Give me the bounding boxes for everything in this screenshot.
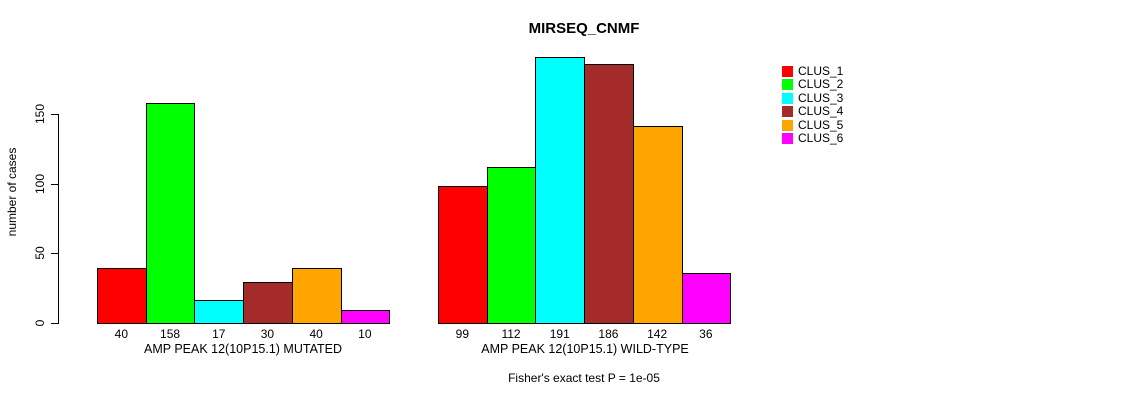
y-axis-tick-label: 150 xyxy=(33,103,47,125)
legend-item-label: CLUS_2 xyxy=(798,77,844,91)
y-axis-label: number of cases xyxy=(5,147,19,237)
legend-item-label: CLUS_1 xyxy=(798,64,844,78)
y-axis-line xyxy=(58,114,59,324)
legend-item-clus_5: CLUS_5 xyxy=(782,118,844,132)
bar-value-label: 30 xyxy=(260,327,275,341)
y-axis-tick xyxy=(51,184,58,185)
bar-clus_1-group1 xyxy=(97,268,147,324)
bar-clus_3-group1 xyxy=(194,300,244,324)
bar-value-label: 142 xyxy=(647,327,668,341)
bar-value-label: 186 xyxy=(598,327,619,341)
bar-value-label: 99 xyxy=(455,327,470,341)
legend-swatch xyxy=(782,119,793,131)
legend-swatch xyxy=(782,105,793,117)
bar-clus_4-group2 xyxy=(584,64,634,324)
bar-clus_4-group1 xyxy=(243,282,293,324)
y-axis-tick xyxy=(51,323,58,324)
bar-value-label: 17 xyxy=(212,327,226,341)
legend-item-clus_1: CLUS_1 xyxy=(782,64,844,78)
x-axis-label-mutated: AMP PEAK 12(10P15.1) MUTATED xyxy=(144,342,342,356)
y-axis-tick xyxy=(51,114,58,115)
bar-value-label: 40 xyxy=(309,327,323,341)
fisher-test-annotation: Fisher's exact test P = 1e-05 xyxy=(508,371,660,385)
legend-item-label: CLUS_5 xyxy=(798,118,844,132)
legend-item-clus_2: CLUS_2 xyxy=(782,77,844,91)
legend-item-clus_6: CLUS_6 xyxy=(782,131,844,145)
legend-item-label: CLUS_4 xyxy=(798,104,844,118)
legend-item-label: CLUS_6 xyxy=(798,131,844,145)
legend-swatch xyxy=(782,92,793,104)
bar-clus_6-group2 xyxy=(682,273,731,324)
y-axis-tick-label: 0 xyxy=(33,319,47,327)
bar-clus_2-group2 xyxy=(487,167,536,324)
chart-title: MIRSEQ_CNMF xyxy=(528,20,640,37)
legend-item-clus_4: CLUS_4 xyxy=(782,104,844,118)
legend-swatch xyxy=(782,65,793,77)
legend-swatch xyxy=(782,132,793,144)
legend-swatch xyxy=(782,78,793,90)
legend-item-label: CLUS_3 xyxy=(798,91,844,105)
bar-clus_5-group2 xyxy=(633,126,683,324)
x-axis-label-wild-type: AMP PEAK 12(10P15.1) WILD-TYPE xyxy=(481,342,689,356)
bar-value-label: 158 xyxy=(160,327,181,341)
bar-value-label: 36 xyxy=(699,327,713,341)
bar-value-label: 40 xyxy=(114,327,129,341)
bar-clus_5-group1 xyxy=(292,268,342,324)
bar-value-label: 191 xyxy=(549,327,570,341)
bar-value-label: 112 xyxy=(501,327,521,341)
bar-clus_3-group2 xyxy=(535,57,585,324)
legend-item-clus_3: CLUS_3 xyxy=(782,91,844,105)
bar-value-label: 10 xyxy=(358,327,372,341)
y-axis-tick xyxy=(51,253,58,254)
bar-clus_1-group2 xyxy=(438,186,488,324)
bar-clus_2-group1 xyxy=(146,103,195,324)
bar-clus_6-group1 xyxy=(341,310,390,324)
y-axis-tick-label: 50 xyxy=(33,246,47,260)
y-axis-tick-label: 100 xyxy=(33,173,47,195)
